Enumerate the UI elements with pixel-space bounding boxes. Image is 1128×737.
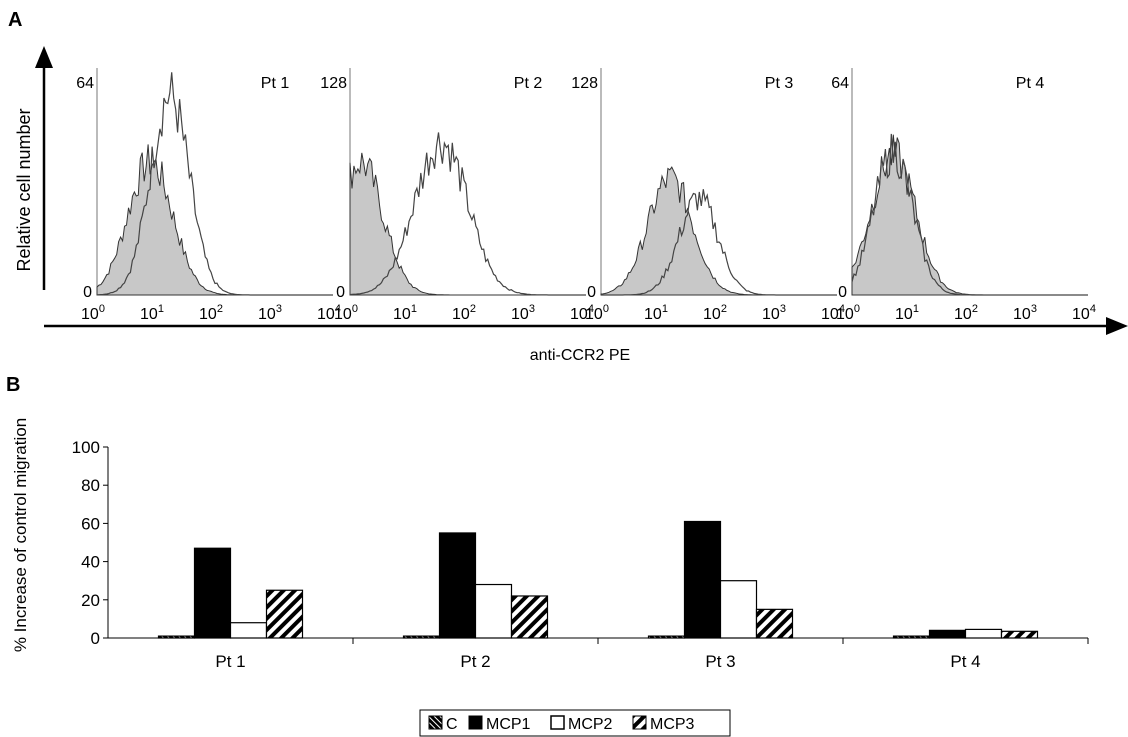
bar-category-label: Pt 2 xyxy=(460,652,490,671)
histogram-control-area xyxy=(851,134,1088,296)
bar-c-pt3 xyxy=(647,635,686,639)
legend-label-mcp2: MCP2 xyxy=(568,716,613,733)
legend-label-mcp1: MCP1 xyxy=(486,716,531,733)
bar-c-pt1 xyxy=(157,635,196,639)
histogram-ymin-label: 0 xyxy=(83,284,92,301)
histogram-x-tick-label: 103 xyxy=(1013,303,1037,323)
histogram-stained-line xyxy=(601,189,837,296)
bar-c-pt4 xyxy=(892,635,931,639)
histogram-x-tick-label: 104 xyxy=(821,303,845,323)
panel-a-x-arrow xyxy=(1106,317,1128,335)
panel-a-y-arrow xyxy=(35,46,53,68)
histogram-title: Pt 2 xyxy=(514,75,543,92)
bar-mcp3-pt3 xyxy=(755,608,794,639)
histogram-ymax-label: 128 xyxy=(320,75,347,92)
bar-mcp2-pt4 xyxy=(964,628,1003,639)
histogram-ymin-label: 0 xyxy=(587,284,596,301)
bar-y-tick-label: 20 xyxy=(81,591,100,610)
histogram-stained-line xyxy=(349,132,586,296)
histogram-1: 64 0 Pt 1 100 101 102 103 104 xyxy=(76,68,341,323)
histogram-control-area xyxy=(96,144,333,296)
histogram-4: 64 0 Pt 4 100 101 102 103 104 xyxy=(831,68,1096,323)
bar-c-pt2 xyxy=(402,635,441,639)
bar-mcp3-pt2 xyxy=(510,595,549,639)
histogram-x-tick-label: 103 xyxy=(511,303,535,323)
histogram-x-tick-label: 102 xyxy=(703,303,727,323)
bar-category-label: Pt 3 xyxy=(705,652,735,671)
histogram-x-tick-label: 101 xyxy=(895,303,919,323)
bar-category-label: Pt 4 xyxy=(950,652,980,671)
legend: C MCP1 MCP2 MCP3 xyxy=(419,709,731,737)
legend-swatch-mcp3 xyxy=(632,715,647,730)
bar-y-tick-label: 100 xyxy=(72,438,100,457)
histogram-x-tick-label: 101 xyxy=(140,303,164,323)
histogram-x-tick-label: 102 xyxy=(452,303,476,323)
histogram-ymax-label: 64 xyxy=(831,75,849,92)
histogram-x-tick-label: 104 xyxy=(317,303,341,323)
bar-mcp1-pt4 xyxy=(928,629,967,639)
legend-swatch-mcp1 xyxy=(468,715,483,730)
histogram-control-area xyxy=(349,152,586,296)
bar-mcp3-pt4 xyxy=(1000,630,1039,639)
bar-mcp1-pt1 xyxy=(193,547,232,639)
panel-b-ylabel: % Increase of control migration xyxy=(11,418,30,652)
panel-a-ylabel: Relative cell number xyxy=(14,108,34,271)
histogram-x-tick-label: 104 xyxy=(570,303,594,323)
legend-swatch-mcp2 xyxy=(550,715,565,730)
bar-chart: 0 20 40 60 80 100 Pt 1 Pt 2 Pt 3 Pt 4 xyxy=(72,438,1089,671)
histogram-x-tick-label: 100 xyxy=(81,303,105,323)
histogram-ymin-label: 0 xyxy=(838,284,847,301)
panel-a-xlabel: anti-CCR2 PE xyxy=(530,347,630,364)
bar-y-tick-label: 40 xyxy=(81,553,100,572)
bar-y-tick-label: 0 xyxy=(91,629,100,648)
histogram-control-area xyxy=(600,166,837,296)
bar-y-tick-label: 60 xyxy=(81,514,100,533)
legend-label-c: C xyxy=(446,716,458,733)
bar-mcp1-pt2 xyxy=(438,532,477,639)
histogram-x-tick-label: 100 xyxy=(836,303,860,323)
bar-mcp2-pt1 xyxy=(229,622,268,639)
histogram-stained-line xyxy=(851,133,1088,296)
histogram-x-tick-label: 103 xyxy=(258,303,282,323)
panel-a-letter: A xyxy=(8,9,22,31)
bar-mcp1-pt3 xyxy=(683,520,722,639)
histogram-3: 128 0 Pt 3 100 101 102 103 104 xyxy=(571,68,845,323)
histogram-x-tick-label: 104 xyxy=(1072,303,1096,323)
histogram-title: Pt 1 xyxy=(261,75,290,92)
histogram-x-tick-label: 102 xyxy=(199,303,223,323)
histogram-title: Pt 3 xyxy=(765,75,794,92)
histogram-stained-line xyxy=(96,72,333,296)
histogram-x-tick-label: 100 xyxy=(585,303,609,323)
histogram-x-tick-label: 100 xyxy=(334,303,358,323)
histogram-x-tick-label: 101 xyxy=(644,303,668,323)
legend-label-mcp3: MCP3 xyxy=(650,716,695,733)
bar-category-label: Pt 1 xyxy=(215,652,245,671)
histogram-ymin-label: 0 xyxy=(336,284,345,301)
histogram-ymax-label: 128 xyxy=(571,75,598,92)
histogram-x-tick-label: 102 xyxy=(954,303,978,323)
bar-mcp3-pt1 xyxy=(265,589,304,639)
panel-b-letter: B xyxy=(6,374,20,396)
histogram-ymax-label: 64 xyxy=(76,75,94,92)
bar-mcp2-pt3 xyxy=(719,580,758,639)
bar-y-tick-label: 80 xyxy=(81,476,100,495)
histogram-x-tick-label: 103 xyxy=(762,303,786,323)
legend-swatch-c xyxy=(428,715,443,730)
histogram-2: 128 0 Pt 2 100 101 102 103 104 xyxy=(320,68,594,323)
histogram-title: Pt 4 xyxy=(1016,75,1045,92)
bar-mcp2-pt2 xyxy=(474,583,513,639)
histogram-x-tick-label: 101 xyxy=(393,303,417,323)
